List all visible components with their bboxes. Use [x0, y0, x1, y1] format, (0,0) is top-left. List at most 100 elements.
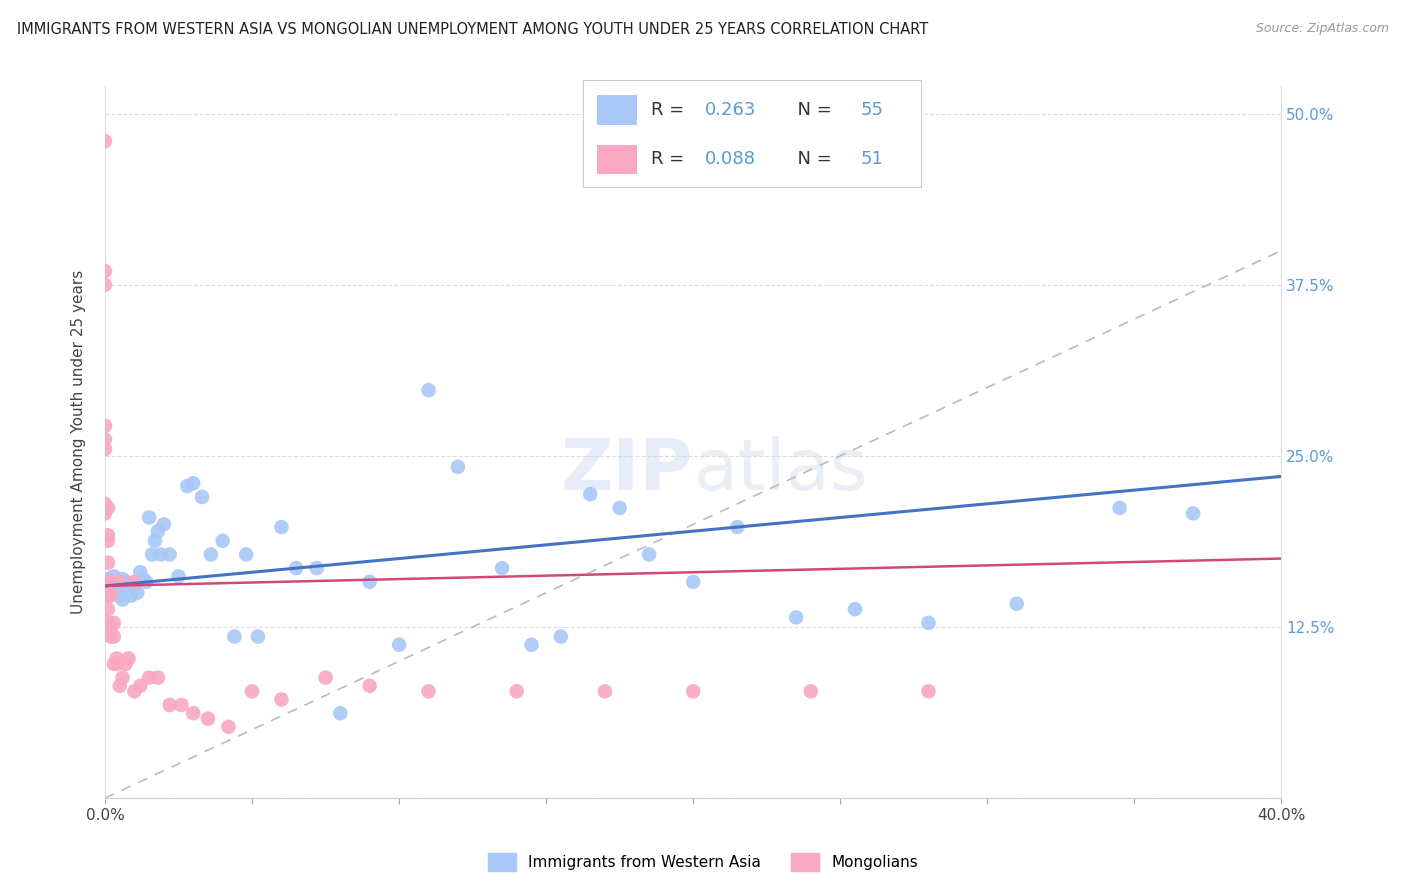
Point	[135, 574, 157, 589]
Point	[100, 574, 122, 589]
Text: N =: N =	[786, 151, 838, 169]
Point	[447, 459, 470, 474]
Point	[917, 615, 939, 630]
Point	[94, 264, 117, 278]
Point	[103, 615, 125, 630]
Point	[609, 500, 631, 515]
Point	[844, 602, 866, 616]
Point	[359, 679, 381, 693]
Point	[146, 671, 169, 685]
Point	[682, 684, 704, 698]
Point	[270, 520, 292, 534]
Point	[108, 589, 131, 603]
Point	[211, 533, 233, 548]
Text: N =: N =	[786, 102, 838, 120]
Point	[520, 638, 543, 652]
Point	[506, 684, 529, 698]
Point	[159, 698, 181, 712]
Point	[917, 684, 939, 698]
Text: 51: 51	[860, 151, 883, 169]
Point	[127, 586, 149, 600]
Point	[108, 679, 131, 693]
Point	[138, 671, 160, 685]
Point	[359, 574, 381, 589]
Point	[103, 657, 125, 671]
Point	[94, 497, 117, 511]
Y-axis label: Unemployment Among Youth under 25 years: Unemployment Among Youth under 25 years	[72, 270, 86, 615]
Point	[114, 574, 136, 589]
Point	[114, 657, 136, 671]
Text: R =: R =	[651, 102, 690, 120]
Point	[111, 592, 134, 607]
Point	[159, 548, 181, 562]
Text: atlas: atlas	[693, 436, 868, 505]
Text: 0.088: 0.088	[704, 151, 756, 169]
Text: 0.263: 0.263	[704, 102, 756, 120]
Point	[305, 561, 328, 575]
Point	[181, 476, 204, 491]
Point	[97, 528, 120, 542]
Point	[97, 500, 120, 515]
Point	[103, 630, 125, 644]
Point	[143, 533, 166, 548]
Point	[124, 684, 146, 698]
Point	[240, 684, 263, 698]
Point	[97, 574, 120, 589]
Point	[1108, 500, 1130, 515]
Point	[129, 679, 152, 693]
Point	[97, 589, 120, 603]
Point	[105, 579, 128, 593]
Point	[100, 630, 122, 644]
Point	[218, 720, 240, 734]
Point	[176, 479, 198, 493]
Point	[1182, 507, 1205, 521]
Point	[97, 615, 120, 630]
Point	[103, 569, 125, 583]
Point	[181, 706, 204, 721]
Point	[329, 706, 352, 721]
Point	[315, 671, 337, 685]
Point	[108, 574, 131, 589]
Point	[120, 589, 142, 603]
Point	[153, 517, 176, 532]
Point	[285, 561, 308, 575]
Point	[246, 630, 269, 644]
Point	[105, 657, 128, 671]
Text: Source: ZipAtlas.com: Source: ZipAtlas.com	[1256, 22, 1389, 36]
Point	[235, 548, 257, 562]
Point	[117, 579, 139, 593]
Point	[94, 442, 117, 456]
Point	[94, 134, 117, 148]
Point	[111, 671, 134, 685]
Text: ZIP: ZIP	[561, 436, 693, 505]
Point	[388, 638, 411, 652]
Point	[111, 572, 134, 586]
Point	[170, 698, 193, 712]
Point	[638, 548, 661, 562]
Point	[593, 684, 616, 698]
Text: 55: 55	[860, 102, 883, 120]
Point	[418, 383, 440, 397]
Point	[167, 569, 190, 583]
FancyBboxPatch shape	[583, 80, 921, 187]
Point	[132, 572, 155, 586]
Text: R =: R =	[651, 151, 690, 169]
Point	[1005, 597, 1028, 611]
Point	[138, 510, 160, 524]
Point	[270, 692, 292, 706]
Point	[129, 566, 152, 580]
Point	[785, 610, 807, 624]
Point	[94, 277, 117, 292]
Point	[97, 556, 120, 570]
Point	[100, 574, 122, 589]
Point	[94, 418, 117, 433]
Point	[100, 574, 122, 589]
Point	[97, 572, 120, 586]
Point	[94, 433, 117, 447]
Point	[191, 490, 214, 504]
Point	[682, 574, 704, 589]
Legend: Immigrants from Western Asia, Mongolians: Immigrants from Western Asia, Mongolians	[482, 847, 924, 877]
Point	[197, 712, 219, 726]
Point	[105, 586, 128, 600]
Point	[124, 579, 146, 593]
